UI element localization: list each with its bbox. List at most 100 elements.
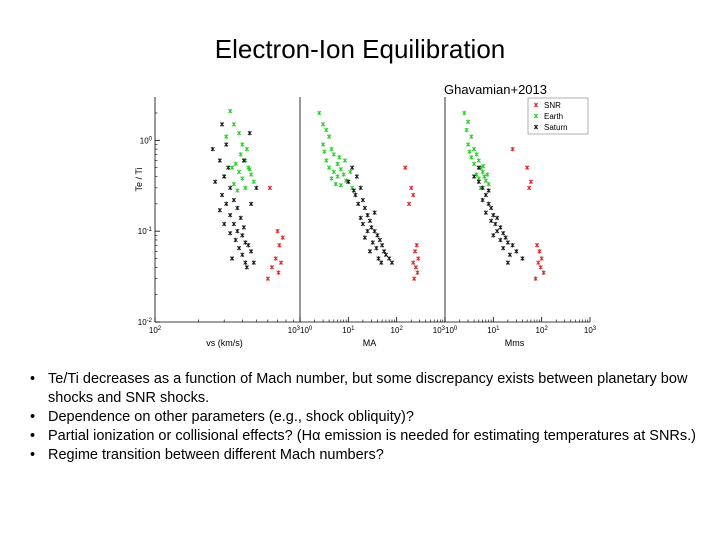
bullet-text: Te/Ti decreases as a function of Mach nu… bbox=[48, 371, 688, 406]
data-point bbox=[498, 225, 503, 230]
data-point bbox=[320, 122, 326, 127]
series-snr bbox=[265, 185, 285, 281]
data-point bbox=[335, 161, 340, 167]
x-axis-label: Mms bbox=[505, 338, 525, 348]
data-point bbox=[377, 237, 383, 243]
bullet-text: Dependence on other parameters (e.g., sh… bbox=[48, 409, 414, 425]
data-point bbox=[469, 155, 474, 160]
data-point bbox=[374, 245, 379, 251]
data-point bbox=[491, 212, 496, 218]
bullet-marker: • bbox=[30, 428, 36, 444]
data-point bbox=[235, 228, 240, 234]
data-point bbox=[411, 260, 416, 265]
x-tick-label: 101 bbox=[342, 326, 355, 335]
data-point bbox=[219, 192, 225, 198]
citation: Ghavamian+2013 bbox=[444, 82, 547, 97]
bullet-text: Regime transition between different Mach… bbox=[48, 447, 384, 463]
x-tick-label: 103 bbox=[433, 326, 446, 335]
data-point bbox=[344, 178, 349, 183]
data-point bbox=[358, 215, 363, 221]
data-point bbox=[510, 146, 515, 152]
bullet-list: • Te/Ti decreases as a function of Mach n… bbox=[28, 370, 708, 465]
series-earth bbox=[317, 110, 355, 191]
data-point bbox=[533, 276, 538, 281]
data-point bbox=[375, 233, 380, 238]
legend-marker bbox=[533, 124, 539, 130]
legend-box bbox=[527, 97, 589, 135]
data-point bbox=[222, 221, 227, 227]
data-point bbox=[528, 179, 534, 184]
data-point bbox=[501, 230, 506, 236]
data-point bbox=[320, 142, 326, 147]
data-point bbox=[541, 270, 546, 275]
data-point bbox=[369, 225, 374, 230]
data-point bbox=[538, 265, 543, 270]
data-point bbox=[238, 152, 243, 157]
data-point bbox=[539, 256, 544, 261]
data-point bbox=[356, 201, 361, 207]
data-point bbox=[536, 260, 541, 265]
data-point bbox=[331, 169, 336, 175]
data-point bbox=[278, 260, 284, 265]
data-point bbox=[526, 185, 532, 191]
data-point bbox=[383, 252, 389, 257]
data-point bbox=[246, 243, 251, 248]
data-point bbox=[406, 201, 412, 207]
data-point bbox=[480, 169, 485, 175]
panel-axes: 102 103 vs (km/s) bbox=[149, 317, 301, 348]
series-saturn bbox=[210, 122, 259, 270]
data-point bbox=[331, 152, 336, 157]
data-point bbox=[243, 185, 248, 191]
data-point bbox=[228, 185, 233, 191]
data-point bbox=[269, 265, 275, 270]
data-point bbox=[280, 235, 285, 240]
data-point bbox=[238, 215, 243, 221]
data-point bbox=[335, 174, 340, 179]
data-point bbox=[520, 256, 525, 261]
data-point bbox=[413, 265, 419, 270]
bullet-item: • Dependence on other parameters (e.g., s… bbox=[28, 408, 708, 427]
data-point bbox=[350, 165, 355, 170]
data-point bbox=[498, 237, 503, 243]
data-point bbox=[412, 276, 417, 281]
data-point bbox=[464, 127, 469, 133]
panel-axes: 100 101 102 103 MA bbox=[299, 97, 446, 348]
data-point bbox=[485, 172, 490, 177]
data-point bbox=[482, 174, 487, 179]
data-point bbox=[248, 201, 254, 207]
data-point bbox=[415, 270, 420, 275]
data-point bbox=[534, 243, 540, 248]
data-point bbox=[469, 134, 474, 139]
data-point bbox=[241, 158, 246, 163]
data-point bbox=[217, 208, 222, 213]
data-point bbox=[346, 179, 351, 184]
data-point bbox=[348, 169, 353, 175]
data-point bbox=[524, 165, 530, 170]
data-point bbox=[210, 146, 215, 152]
data-point bbox=[235, 188, 240, 193]
x-tick-label: 102 bbox=[391, 326, 404, 335]
x-axis-label: MA bbox=[363, 338, 377, 348]
data-point bbox=[387, 256, 392, 261]
data-point bbox=[412, 249, 418, 254]
data-point bbox=[411, 192, 416, 198]
y-tick-label: 10-1 bbox=[138, 227, 153, 236]
legend-marker bbox=[533, 113, 539, 119]
data-point bbox=[483, 192, 488, 198]
data-point bbox=[233, 237, 238, 243]
data-point bbox=[251, 179, 256, 184]
data-point bbox=[409, 185, 414, 191]
bullet-item: • Partial ionization or collisional effec… bbox=[28, 427, 708, 446]
data-point bbox=[505, 260, 511, 265]
data-point bbox=[376, 256, 381, 261]
x-tick-label: 100 bbox=[445, 326, 458, 335]
data-point bbox=[231, 122, 237, 127]
data-point bbox=[236, 245, 242, 251]
data-point bbox=[360, 197, 366, 203]
data-point bbox=[483, 178, 488, 183]
data-point bbox=[317, 110, 322, 116]
data-point bbox=[228, 108, 233, 114]
data-point bbox=[240, 142, 245, 147]
data-point bbox=[372, 210, 377, 215]
data-point bbox=[510, 243, 515, 248]
